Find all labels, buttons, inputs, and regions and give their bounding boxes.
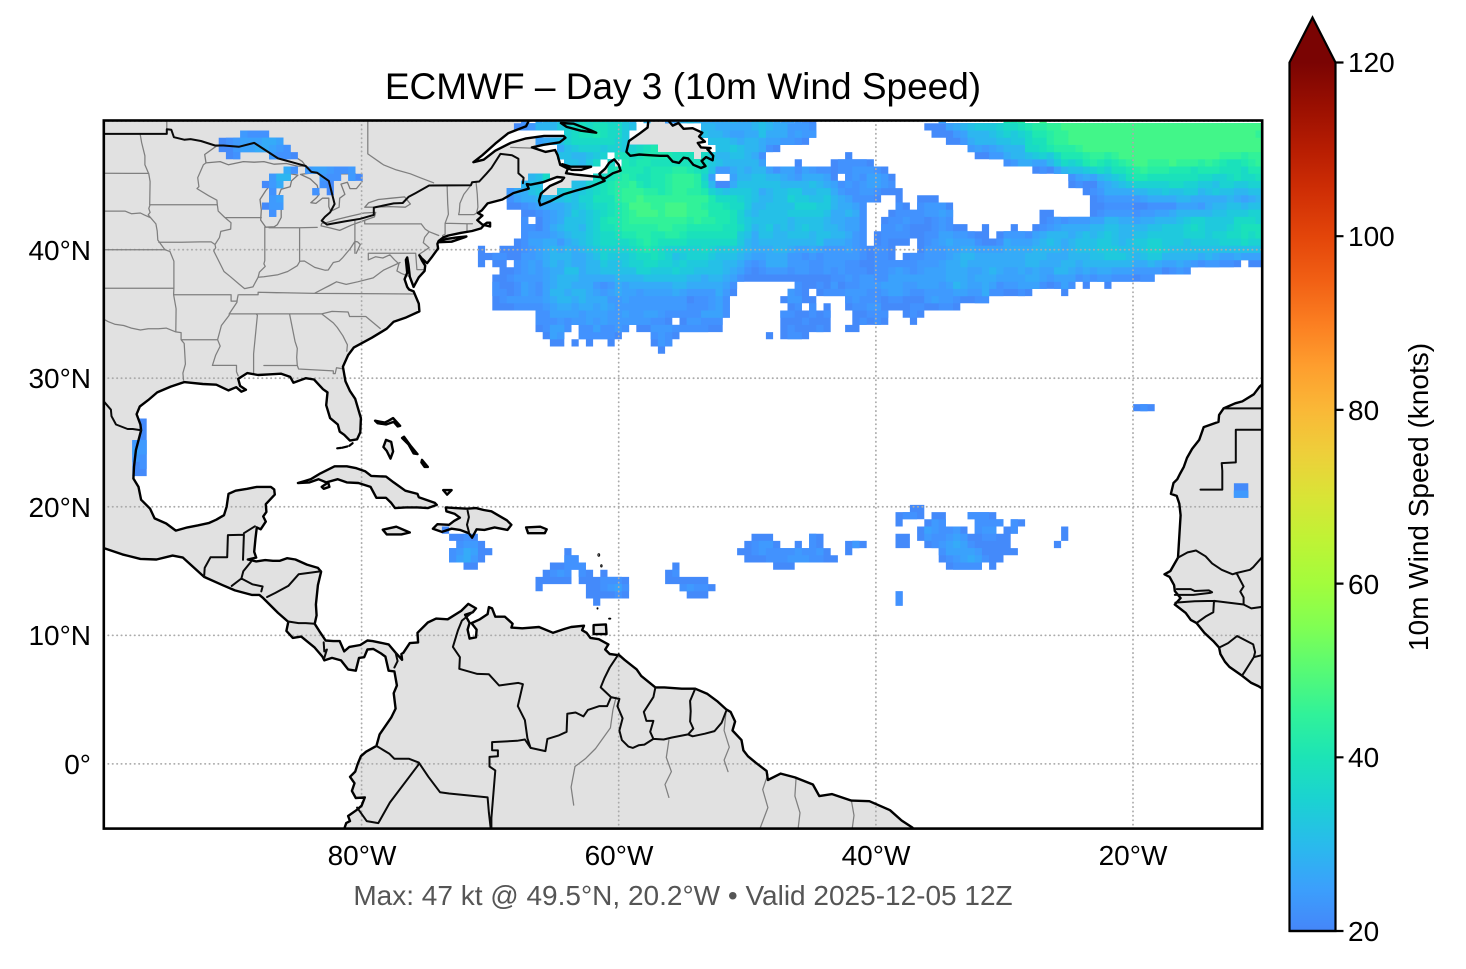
svg-text:ECMWF – Day 3 (10m Wind Speed): ECMWF – Day 3 (10m Wind Speed) <box>385 66 981 107</box>
svg-text:40°W: 40°W <box>842 840 911 871</box>
svg-text:10m Wind Speed (knots): 10m Wind Speed (knots) <box>1403 343 1434 651</box>
svg-text:80: 80 <box>1348 395 1379 426</box>
svg-text:120: 120 <box>1348 47 1395 78</box>
svg-text:40: 40 <box>1348 742 1379 773</box>
svg-text:60°W: 60°W <box>585 840 654 871</box>
svg-text:10°N: 10°N <box>28 620 91 651</box>
svg-text:Max: 47 kt @ 49.5°N, 20.2°W •: Max: 47 kt @ 49.5°N, 20.2°W • Valid 2025… <box>353 880 1012 911</box>
svg-text:40°N: 40°N <box>28 235 91 266</box>
svg-text:20°N: 20°N <box>28 492 91 523</box>
svg-text:0°: 0° <box>64 749 91 780</box>
svg-text:60: 60 <box>1348 569 1379 600</box>
svg-text:80°W: 80°W <box>328 840 397 871</box>
svg-text:100: 100 <box>1348 221 1395 252</box>
svg-text:20°W: 20°W <box>1099 840 1168 871</box>
svg-text:20: 20 <box>1348 916 1379 947</box>
svg-text:30°N: 30°N <box>28 363 91 394</box>
